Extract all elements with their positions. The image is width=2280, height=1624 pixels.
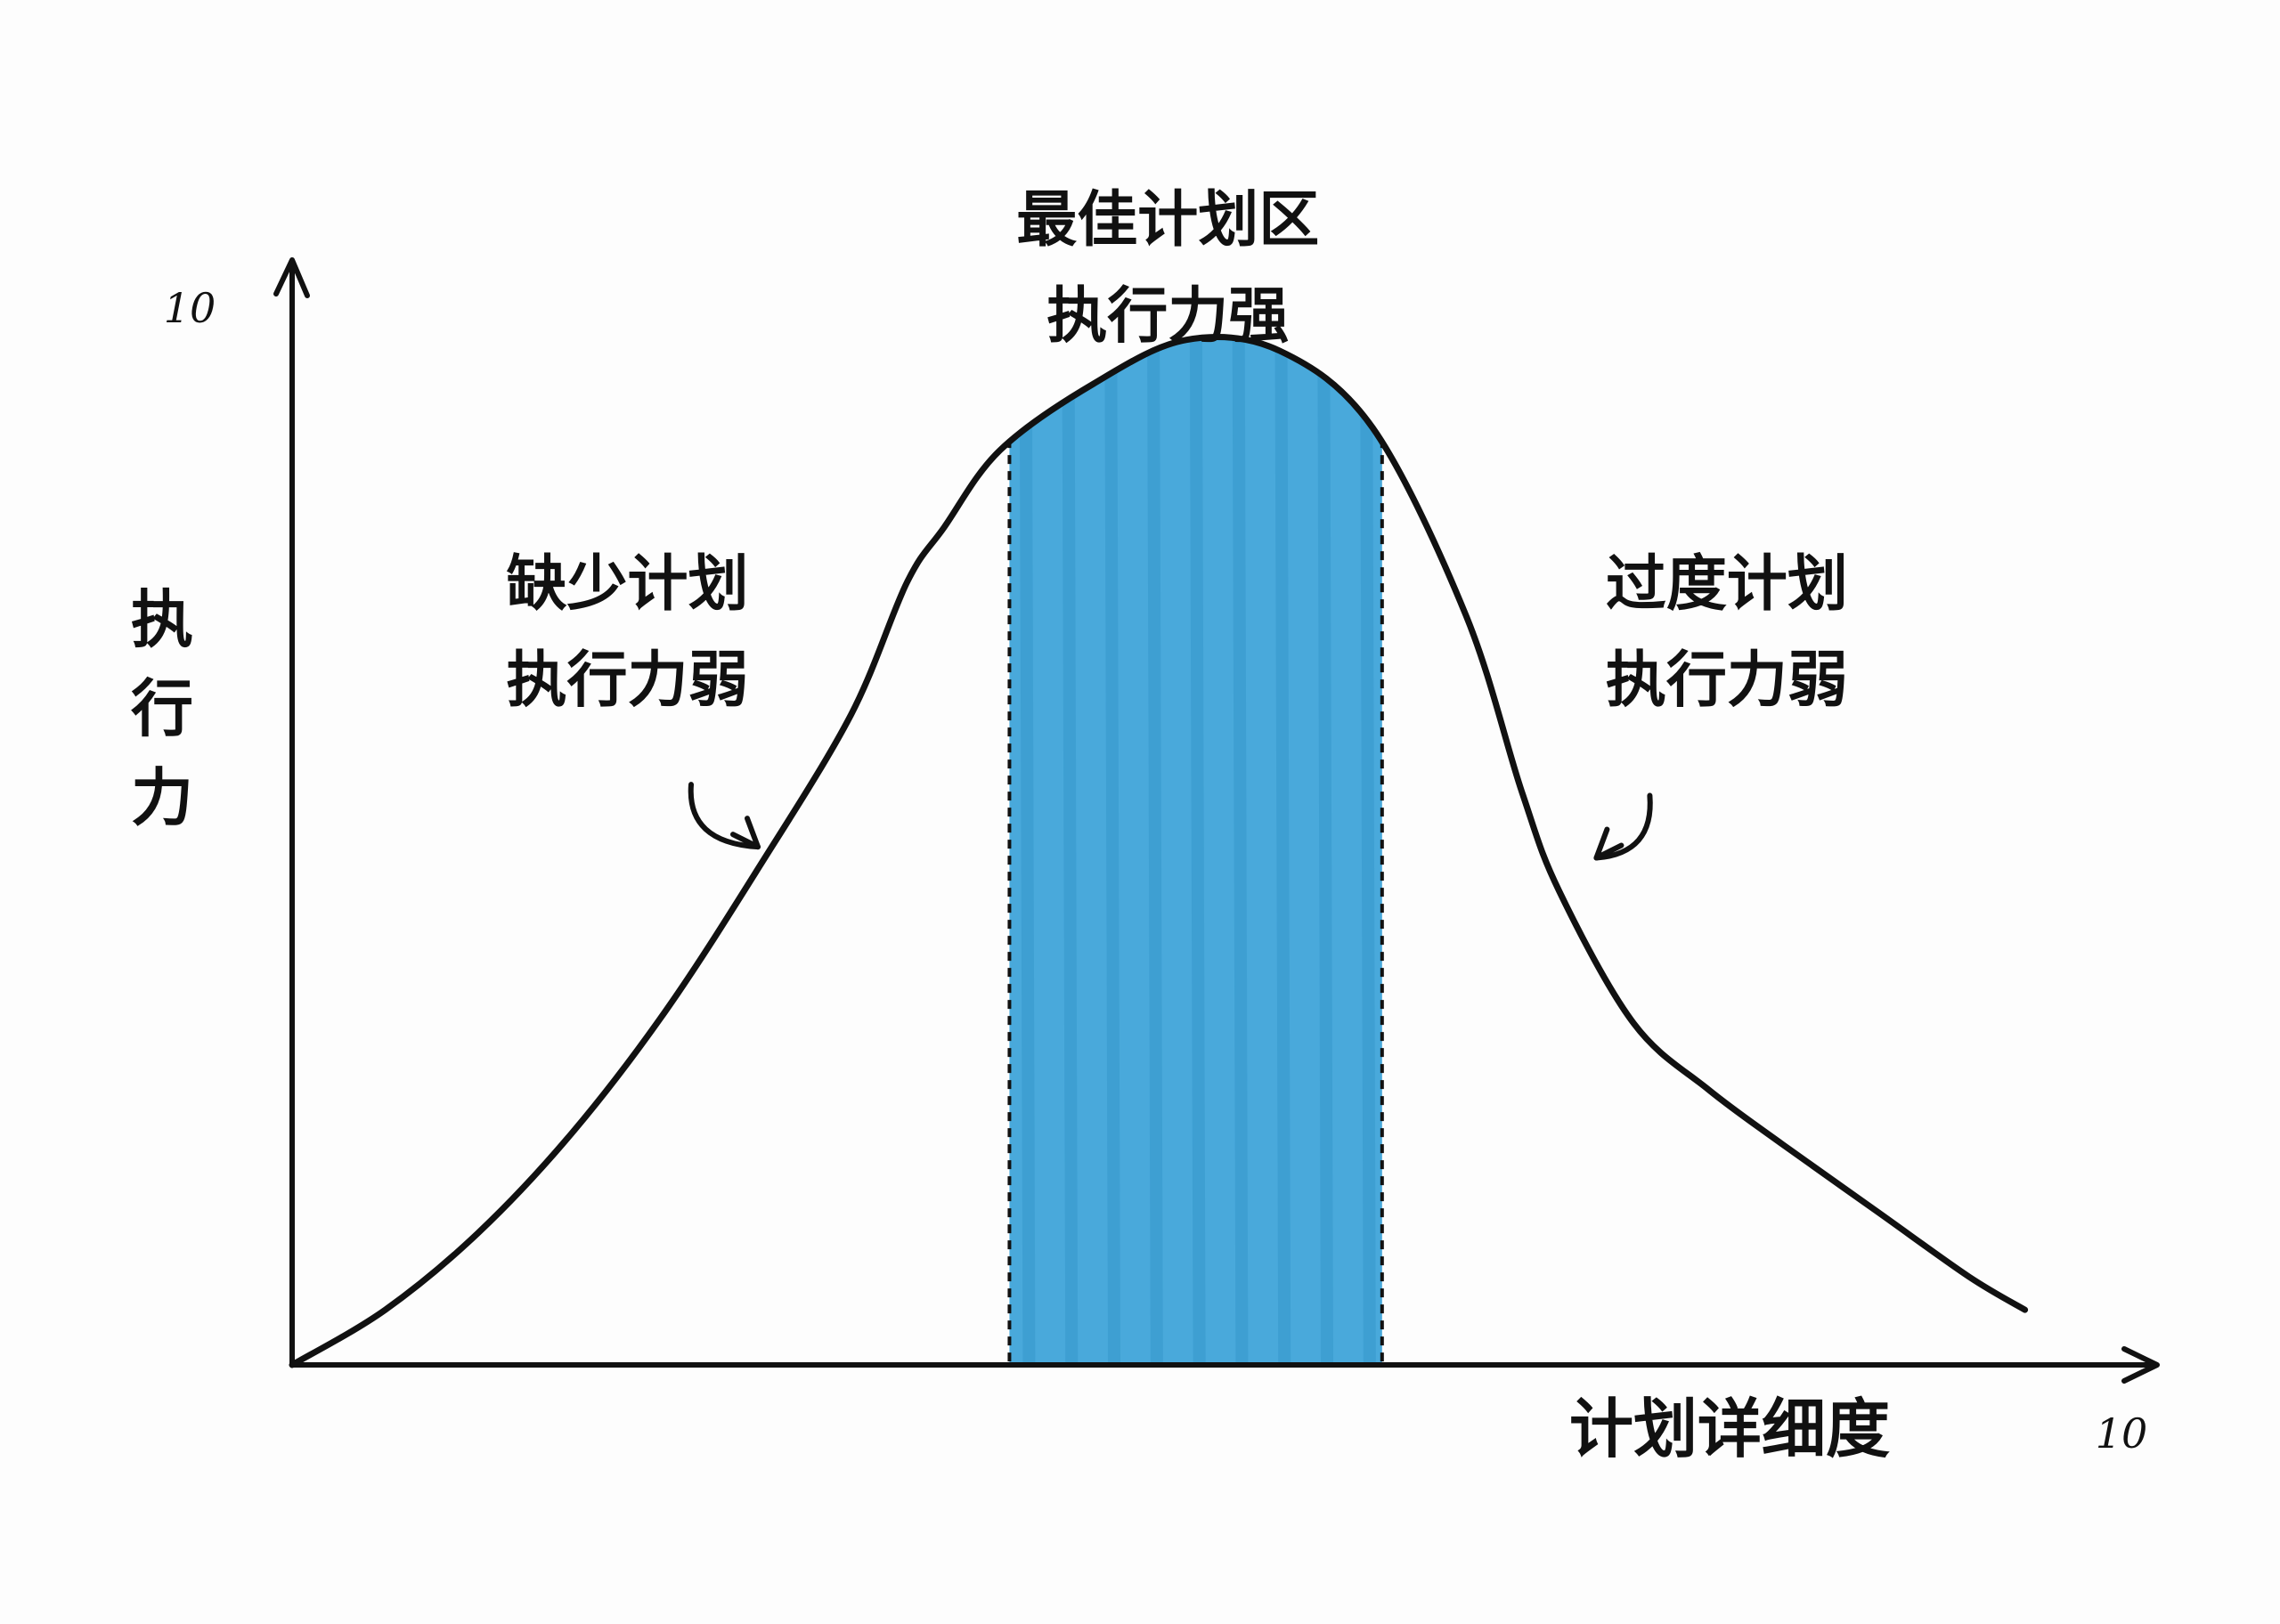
optimal-zone-band: [1009, 337, 1382, 1365]
band-streak: [1104, 337, 1121, 1366]
execution-curve: [289, 333, 2029, 1368]
annotation-line: 缺少计划: [507, 549, 749, 620]
band-streak: [1232, 337, 1249, 1366]
annotation-line: 过度计划: [1606, 549, 1848, 620]
x-max-tick-label: 10: [2096, 1409, 2148, 1458]
highlight-band-layer: [1007, 337, 1384, 1366]
curve-layer: [289, 333, 2029, 1368]
band-streak: [1062, 337, 1079, 1366]
annotation-line: 执行力强: [1046, 281, 1289, 352]
x-axis-label: 计划详细度: [1569, 1392, 1890, 1466]
arrowhead-icon: [1593, 826, 1624, 861]
y-axis-label: 执行力: [131, 583, 193, 834]
arrow-icon: [688, 782, 761, 850]
y-axis-arrowhead: [273, 257, 310, 298]
y-max-tick-label: 10: [164, 284, 216, 332]
annotation-line: 最佳计划区: [1016, 185, 1319, 256]
band-streak: [1019, 337, 1036, 1366]
band-streak: [1317, 337, 1334, 1366]
x-axis-arrowhead: [2121, 1346, 2160, 1384]
band-streak: [1359, 337, 1376, 1366]
labels: 10 10 计划详细度 执行力: [131, 284, 2147, 1466]
band-streak: [1274, 337, 1291, 1366]
axes: [273, 257, 2160, 1384]
band-streak: [1189, 337, 1206, 1366]
annotation-line: 执行力弱: [1606, 646, 1848, 716]
arrowhead-icon: [730, 816, 761, 850]
annotation-line: 执行力弱: [507, 646, 749, 716]
band-streak: [1146, 337, 1163, 1366]
arrow-icon: [1593, 792, 1653, 861]
